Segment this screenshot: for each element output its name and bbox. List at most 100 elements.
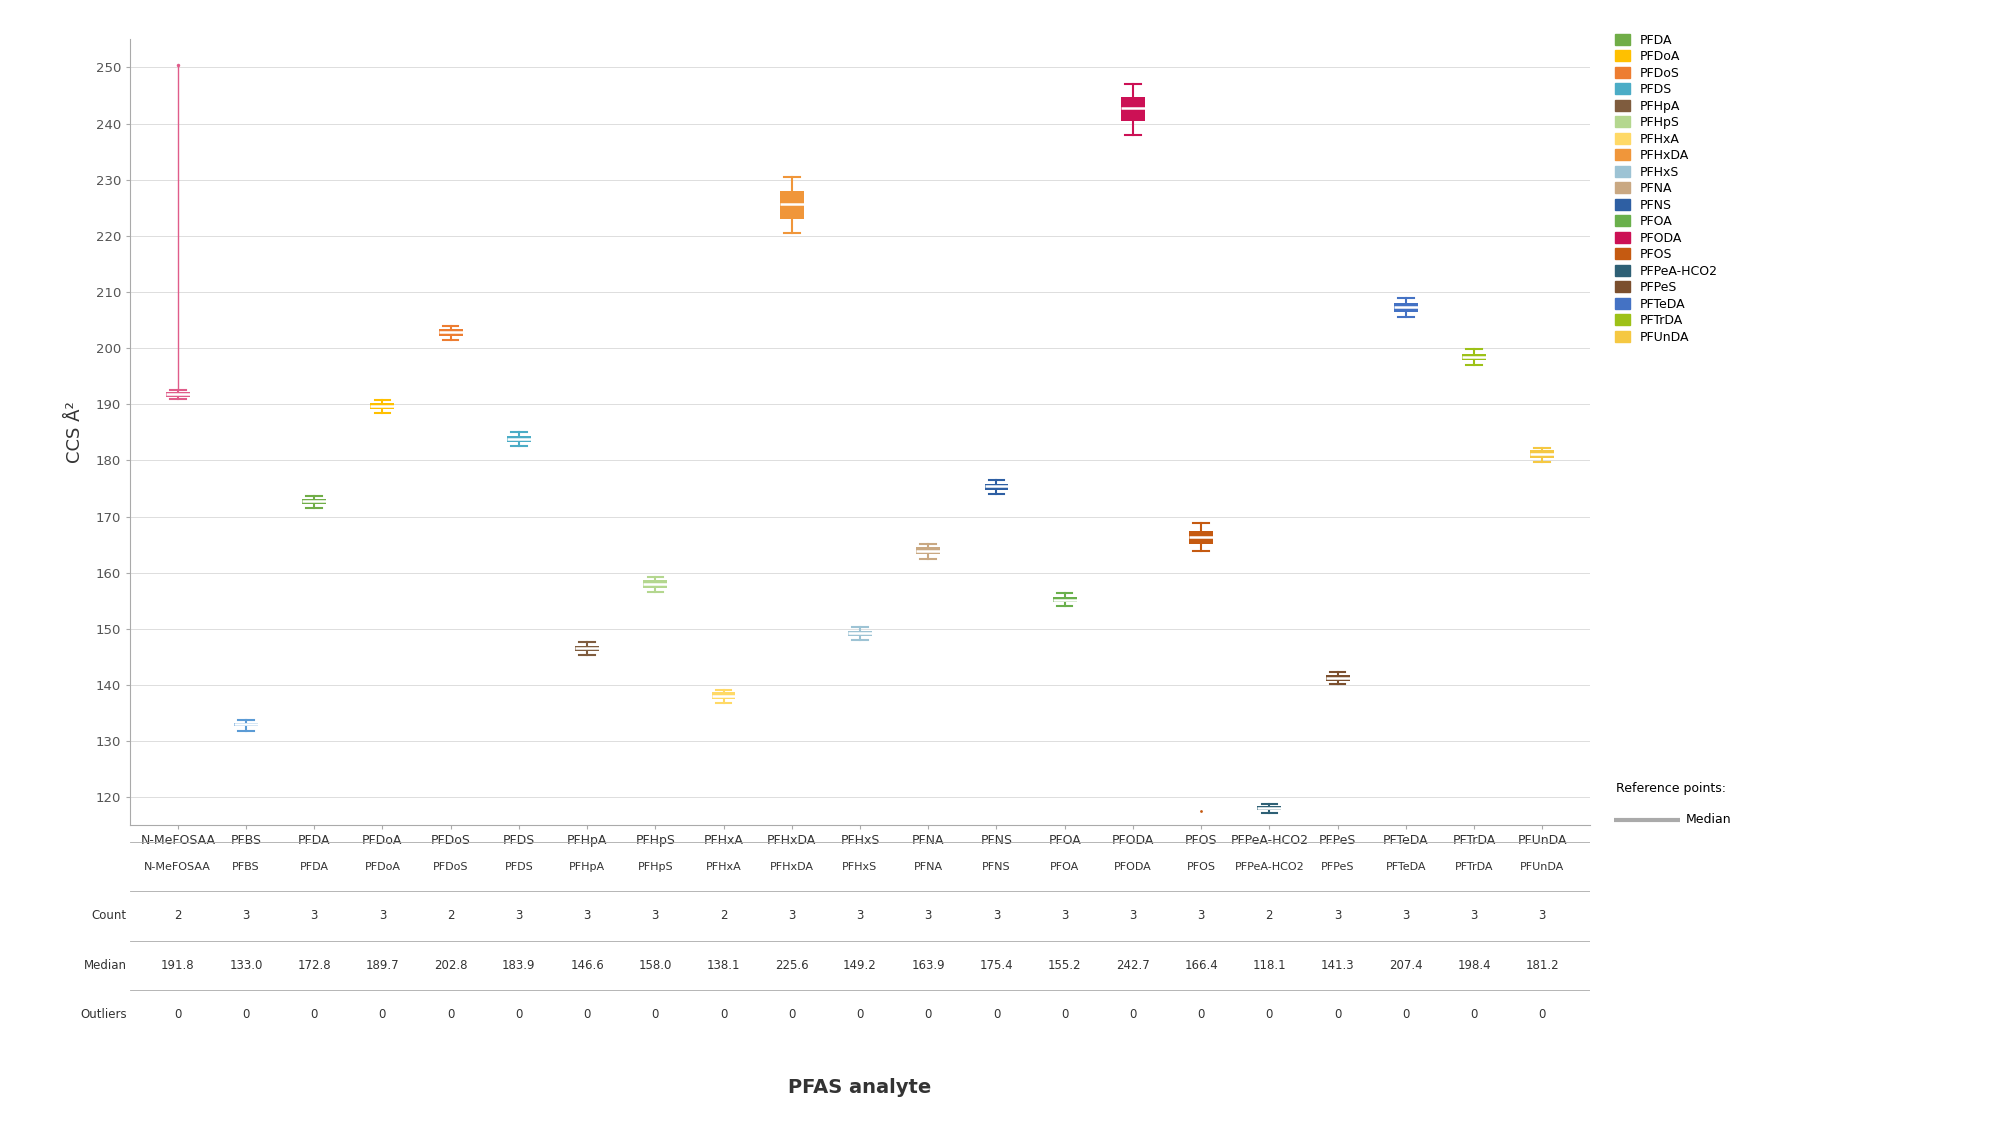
Text: PFUnDA: PFUnDA [1520, 861, 1564, 871]
Text: 0: 0 [652, 1007, 660, 1021]
Text: PFPeS: PFPeS [1320, 861, 1354, 871]
Text: 141.3: 141.3 [1320, 959, 1354, 971]
Text: 3: 3 [1402, 910, 1410, 922]
Text: 166.4: 166.4 [1184, 959, 1218, 971]
Text: 3: 3 [1198, 910, 1204, 922]
Text: 3: 3 [516, 910, 522, 922]
Text: 0: 0 [856, 1007, 864, 1021]
Text: 0: 0 [992, 1007, 1000, 1021]
Text: 0: 0 [1266, 1007, 1274, 1021]
Text: 3: 3 [310, 910, 318, 922]
Text: PFHxA: PFHxA [706, 861, 742, 871]
Text: 3: 3 [992, 910, 1000, 922]
Text: 146.6: 146.6 [570, 959, 604, 971]
Text: PFNS: PFNS [982, 861, 1010, 871]
FancyBboxPatch shape [712, 692, 736, 699]
Text: 0: 0 [1402, 1007, 1410, 1021]
FancyBboxPatch shape [166, 392, 190, 396]
Text: 3: 3 [1060, 910, 1068, 922]
FancyBboxPatch shape [916, 548, 940, 554]
Text: 0: 0 [1198, 1007, 1204, 1021]
Text: 172.8: 172.8 [298, 959, 332, 971]
Text: 225.6: 225.6 [774, 959, 808, 971]
Text: PFTrDA: PFTrDA [1454, 861, 1494, 871]
Text: 0: 0 [1130, 1007, 1136, 1021]
Text: 0: 0 [242, 1007, 250, 1021]
Text: PFHpA: PFHpA [570, 861, 606, 871]
Text: PFPeA-HCO2: PFPeA-HCO2 [1234, 861, 1304, 871]
Text: PFDoS: PFDoS [432, 861, 468, 871]
Text: 149.2: 149.2 [844, 959, 876, 971]
Text: 3: 3 [242, 910, 250, 922]
Text: N-MeFOSAA: N-MeFOSAA [144, 861, 212, 871]
Text: 0: 0 [1334, 1007, 1342, 1021]
FancyBboxPatch shape [302, 499, 326, 504]
Text: 2: 2 [174, 910, 182, 922]
Text: 181.2: 181.2 [1526, 959, 1560, 971]
Text: 3: 3 [1130, 910, 1136, 922]
Text: 198.4: 198.4 [1458, 959, 1490, 971]
Text: Count: Count [92, 910, 126, 922]
Text: Median: Median [84, 959, 126, 971]
Text: 158.0: 158.0 [638, 959, 672, 971]
FancyBboxPatch shape [370, 403, 394, 409]
Text: 3: 3 [378, 910, 386, 922]
Text: 175.4: 175.4 [980, 959, 1014, 971]
Text: PFDA: PFDA [300, 861, 328, 871]
FancyBboxPatch shape [1120, 97, 1144, 121]
Text: 0: 0 [788, 1007, 796, 1021]
Text: 2: 2 [446, 910, 454, 922]
Text: 3: 3 [1334, 910, 1342, 922]
Text: PFHxDA: PFHxDA [770, 861, 814, 871]
Text: 0: 0 [924, 1007, 932, 1021]
FancyBboxPatch shape [644, 581, 668, 588]
FancyBboxPatch shape [780, 191, 804, 219]
Text: 138.1: 138.1 [706, 959, 740, 971]
Text: 207.4: 207.4 [1388, 959, 1422, 971]
FancyBboxPatch shape [438, 329, 462, 336]
Text: PFHpS: PFHpS [638, 861, 674, 871]
FancyBboxPatch shape [848, 631, 872, 636]
FancyBboxPatch shape [1462, 354, 1486, 360]
Text: PFBS: PFBS [232, 861, 260, 871]
Text: PFTeDA: PFTeDA [1386, 861, 1426, 871]
Text: 0: 0 [446, 1007, 454, 1021]
FancyBboxPatch shape [984, 484, 1008, 490]
Text: 3: 3 [1470, 910, 1478, 922]
Text: Median: Median [1686, 813, 1732, 827]
Text: 191.8: 191.8 [160, 959, 194, 971]
Text: 0: 0 [1538, 1007, 1546, 1021]
FancyBboxPatch shape [506, 436, 530, 441]
Text: 0: 0 [584, 1007, 590, 1021]
Text: 202.8: 202.8 [434, 959, 468, 971]
FancyBboxPatch shape [1394, 303, 1418, 311]
Text: 3: 3 [1538, 910, 1546, 922]
Text: PFDS: PFDS [504, 861, 534, 871]
Text: 3: 3 [584, 910, 590, 922]
FancyBboxPatch shape [1326, 675, 1350, 681]
Text: 0: 0 [1470, 1007, 1478, 1021]
Text: 183.9: 183.9 [502, 959, 536, 971]
Text: 3: 3 [652, 910, 660, 922]
Text: PFODA: PFODA [1114, 861, 1152, 871]
Text: PFDoA: PFDoA [364, 861, 400, 871]
Text: 3: 3 [856, 910, 864, 922]
Text: 189.7: 189.7 [366, 959, 400, 971]
Text: PFNA: PFNA [914, 861, 942, 871]
Text: 3: 3 [788, 910, 796, 922]
Text: PFAS analyte: PFAS analyte [788, 1078, 932, 1096]
FancyBboxPatch shape [234, 722, 258, 727]
FancyBboxPatch shape [1258, 806, 1282, 810]
Text: 0: 0 [378, 1007, 386, 1021]
Text: PFOA: PFOA [1050, 861, 1080, 871]
Text: 2: 2 [1266, 910, 1274, 922]
FancyBboxPatch shape [1530, 450, 1554, 458]
Text: 0: 0 [516, 1007, 522, 1021]
Text: PFHxS: PFHxS [842, 861, 878, 871]
Text: 163.9: 163.9 [912, 959, 946, 971]
Text: Reference points:: Reference points: [1616, 782, 1726, 795]
FancyBboxPatch shape [576, 646, 600, 651]
Text: 3: 3 [924, 910, 932, 922]
Text: 133.0: 133.0 [230, 959, 262, 971]
Text: 242.7: 242.7 [1116, 959, 1150, 971]
